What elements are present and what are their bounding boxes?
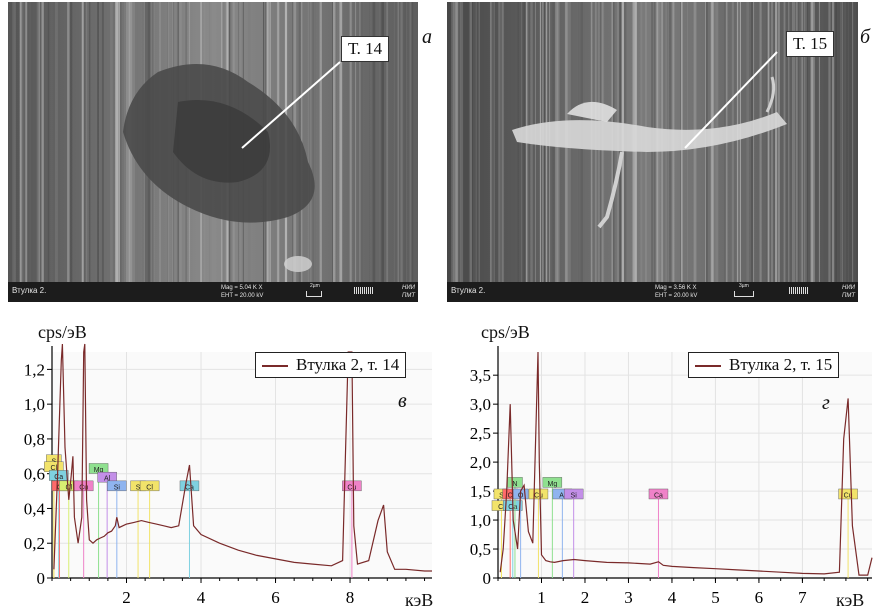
sem-micrograph-b: Т. 15 Втулка 2. Mag = 3.56 K X EHT = 20.…: [447, 2, 858, 302]
legend-c: Втулка 2, т. 14: [255, 352, 407, 378]
lab-logo: НИИ ПМТ: [401, 285, 415, 299]
y-tick-label: 0,5: [470, 540, 491, 559]
sample-label: Втулка 2.: [12, 286, 47, 295]
element-marker-tag: [107, 480, 127, 492]
element-marker-label: Si: [571, 492, 578, 499]
y-axis-title-d: cps/эВ: [481, 322, 530, 342]
y-tick-label: 1,2: [24, 360, 45, 379]
panel-label-d: г: [822, 392, 830, 414]
element-marker-label: Ca: [654, 492, 663, 499]
sem-info-bar-a: Втулка 2. Mag = 5.04 K X EHT = 20.00 kV …: [8, 282, 418, 302]
element-marker-tag: [342, 480, 362, 492]
legend-series-name: Втулка 2, т. 15: [729, 355, 833, 374]
element-marker-tag: [648, 488, 669, 500]
scale-bar: [734, 291, 754, 297]
scale-bar-label: 2µm: [310, 283, 320, 289]
element-marker-tag: [542, 477, 563, 488]
magnification-text: Mag = 3.56 K X EHT = 20.00 kV: [655, 285, 698, 299]
element-marker-label: Si: [114, 484, 121, 491]
element-marker-label: Cu: [844, 492, 853, 499]
lab-logo: НИИ ПМТ: [841, 285, 855, 299]
element-marker-label: Al: [104, 476, 111, 483]
x-tick-label: 2: [122, 588, 131, 607]
y-tick-label: 0: [37, 569, 46, 588]
x-tick-label: 4: [668, 588, 677, 607]
y-tick-label: 1,0: [470, 511, 491, 530]
y-tick-label: 3,5: [470, 366, 491, 385]
magnification-text: Mag = 5.04 K X EHT = 20.00 kV: [221, 285, 264, 299]
element-marker-label: Cl: [65, 484, 72, 491]
y-axis-title-c: cps/эВ: [38, 322, 87, 342]
element-marker-label: Mg: [94, 467, 104, 474]
panel-label-a: а: [422, 26, 432, 48]
element-marker-tag: [528, 488, 549, 500]
element-marker-label: Cu: [79, 484, 88, 491]
element-marker-tag: [179, 480, 200, 492]
x-tick-label: 4: [197, 588, 206, 607]
y-tick-label: 2,0: [470, 453, 491, 472]
element-marker-label: Cu: [347, 484, 356, 491]
sem-info-bar-b: Втулка 2. Mag = 3.56 K X EHT = 20.00 kV …: [447, 282, 858, 302]
legend-line-swatch: [262, 365, 288, 368]
element-marker-label: C: [508, 492, 513, 499]
element-marker-label: Cu: [534, 492, 543, 499]
x-axis-title-d: кэВ: [836, 590, 865, 610]
x-tick-label: 5: [711, 588, 720, 607]
panel-label-c: в: [398, 390, 407, 412]
y-tick-label: 0,4: [24, 499, 46, 518]
element-marker-label: Cl: [498, 504, 505, 511]
x-tick-label: 6: [755, 588, 764, 607]
y-tick-label: 0,2: [24, 534, 45, 553]
spectrum-line: [499, 351, 873, 576]
legend-line-swatch: [695, 365, 721, 368]
element-marker-label: Mg: [547, 481, 557, 488]
element-marker-label: S: [499, 492, 504, 499]
spectrum-chart-c: 00,20,40,60,81,01,22468SClCaCClCuMgAlSiS…: [24, 343, 432, 607]
element-marker-tag: [563, 488, 584, 500]
spectrum-line: [53, 343, 432, 572]
callout-point-15: Т. 15: [786, 31, 835, 57]
x-tick-label: 1: [537, 588, 546, 607]
element-marker-label: Ca: [185, 484, 194, 491]
y-tick-label: 1,5: [470, 482, 491, 501]
element-marker-tag: [49, 470, 69, 481]
scale-bar: [306, 291, 322, 297]
x-tick-label: 8: [346, 588, 355, 607]
x-tick-label: 3: [624, 588, 633, 607]
instrument-logo: [789, 287, 809, 294]
plot-area: [52, 352, 432, 578]
instrument-logo: [354, 287, 374, 294]
y-tick-label: 2,5: [470, 424, 491, 443]
element-marker-label: S: [136, 484, 141, 491]
element-marker-label: N: [512, 481, 517, 488]
sample-label: Втулка 2.: [451, 286, 486, 295]
element-marker-label: Cl: [146, 484, 153, 491]
x-axis-title-c: кэВ: [405, 590, 434, 610]
sem-micrograph-a: Т. 14 Втулка 2. Mag = 5.04 K X EHT = 20.…: [8, 2, 418, 302]
element-marker-label: Cl: [51, 465, 58, 472]
element-marker-label: Al: [559, 492, 566, 499]
x-tick-label: 7: [798, 588, 807, 607]
legend-d: Втулка 2, т. 15: [688, 352, 840, 378]
element-marker-tag: [838, 488, 858, 500]
x-tick-label: 2: [581, 588, 590, 607]
x-tick-label: 6: [271, 588, 280, 607]
y-tick-label: 3,0: [470, 395, 491, 414]
y-tick-label: 0,8: [24, 430, 45, 449]
sem-image-b: [447, 2, 858, 282]
element-marker-label: Ca: [54, 474, 63, 481]
y-tick-label: 1,0: [24, 395, 45, 414]
callout-point-14: Т. 14: [341, 36, 390, 62]
panel-label-b: б: [860, 26, 871, 48]
legend-series-name: Втулка 2, т. 14: [296, 355, 400, 374]
element-marker-tag: [139, 480, 160, 492]
y-tick-label: 0: [483, 569, 492, 588]
y-tick-label: 0,6: [24, 465, 45, 484]
plot-area: [498, 352, 872, 578]
scale-bar-label: 3µm: [739, 283, 749, 289]
